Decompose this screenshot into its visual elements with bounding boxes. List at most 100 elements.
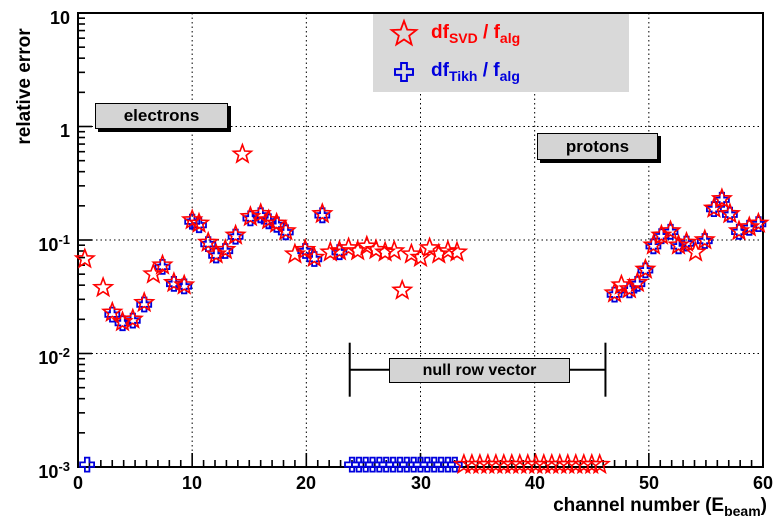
data-point-svd [224, 223, 247, 245]
data-point-svd [111, 310, 134, 332]
data-point-tikh [79, 456, 95, 473]
data-point-svd [588, 452, 612, 475]
data-point-svd [445, 240, 469, 262]
legend-cross-marker [394, 62, 414, 82]
legend-text: df [431, 22, 449, 44]
x-tick-label: 10 [181, 473, 203, 493]
legend-sub: alg [499, 29, 521, 46]
y-tick-base: 1 [59, 121, 70, 141]
data-point-svd [747, 211, 770, 233]
y-tick-label: 10 [6, 2, 70, 29]
data-point-tikh [104, 306, 121, 323]
electrons-label-box: electrons [95, 103, 228, 129]
data-point-svd [151, 253, 174, 275]
data-point-svd [73, 247, 97, 269]
legend-sub: Tikh [448, 67, 478, 84]
data-point-svd [618, 277, 641, 299]
data-point-svd [373, 240, 397, 262]
legend-sub: alg [499, 67, 520, 84]
data-point-svd [675, 230, 698, 253]
data-point-svd [427, 242, 450, 264]
legend-label-svd: dfSVD / falg [431, 22, 520, 46]
legend-sub: SVD [448, 29, 478, 46]
data-point-svd [659, 219, 682, 241]
data-point-svd [311, 202, 334, 224]
data-point-svd [400, 242, 423, 264]
y-tick-base: 10 [38, 235, 59, 255]
open-cross-icon [394, 62, 414, 82]
open-star-icon [389, 18, 419, 47]
x-tick-label: 40 [524, 473, 546, 493]
data-point-svd [187, 211, 211, 233]
y-tick-exp: -3 [58, 459, 70, 474]
x-tick-label: 30 [410, 473, 432, 493]
data-point-svd [383, 239, 406, 261]
data-point-svd [180, 208, 204, 230]
legend-star-marker [389, 18, 419, 47]
data-point-svd [418, 236, 441, 258]
data-point-svd [196, 230, 220, 253]
null-row-vector-label-box: null row vector [389, 358, 570, 383]
data-point-svd [133, 290, 156, 313]
x-axis-title: channel number (Ebeam) [553, 495, 767, 519]
y-tick-label: 1 [6, 115, 70, 142]
data-point-svd [693, 228, 716, 250]
data-point-svd [642, 233, 665, 255]
y-tick-base: 10 [49, 8, 70, 28]
y-tick-base: 10 [38, 462, 59, 482]
legend-item-svd: dfSVD / falg [373, 15, 629, 53]
data-point-svd [294, 238, 317, 260]
data-point-svd [162, 270, 186, 293]
legend-text: / f [477, 60, 500, 82]
data-point-svd [702, 196, 726, 218]
data-point-svd [319, 240, 342, 262]
y-tick-exp: -2 [58, 345, 70, 360]
data-point-svd [346, 239, 369, 261]
data-point-svd [684, 240, 707, 262]
data-point-svd [718, 202, 742, 224]
data-point-svd [231, 142, 254, 164]
legend-label-tikh: dfTikh / falg [431, 60, 520, 84]
legend-item-tikh: dfTikh / falg [373, 53, 629, 91]
y-tick-label: 10-2 [6, 342, 70, 369]
legend: dfSVD / falg dfTikh / falg [373, 14, 629, 92]
legend-text: / f [477, 22, 500, 44]
x-tick-label: 60 [752, 473, 774, 493]
y-tick-label: 10-1 [6, 229, 70, 256]
data-point-svd [142, 262, 165, 284]
legend-text: df [431, 60, 449, 82]
data-point-svd [710, 187, 734, 209]
x-axis-title-text: channel number (E [553, 495, 725, 516]
x-axis-title-subscript: beam [724, 502, 761, 519]
data-point-svd [391, 278, 414, 300]
data-point-svd [172, 273, 196, 295]
data-point-svd [626, 271, 649, 293]
data-point-svd [667, 233, 690, 255]
data-point-svd [213, 238, 237, 260]
data-point-svd [204, 242, 228, 264]
data-point-svd [364, 238, 388, 260]
data-point-svd [121, 307, 144, 329]
y-tick-base: 10 [38, 348, 59, 368]
data-point-svd [328, 239, 351, 261]
data-point-svd [274, 219, 297, 241]
data-point-svd [303, 245, 326, 268]
data-point-svd [355, 234, 379, 256]
data-point-svd [738, 215, 761, 237]
data-point-svd [634, 257, 657, 280]
y-tick-label: 10-3 [6, 456, 70, 483]
data-point-svd [101, 300, 124, 322]
x-tick-label: 50 [638, 473, 660, 493]
y-tick-exp: -1 [58, 232, 70, 247]
x-tick-label: 20 [295, 473, 317, 493]
x-axis-title-close: ) [760, 495, 767, 516]
protons-label-box: protons [537, 133, 658, 160]
data-point-svd [337, 236, 360, 258]
data-point-svd [239, 205, 262, 227]
data-point-svd [580, 452, 604, 475]
data-point-svd [91, 275, 115, 298]
x-tick-label: 0 [72, 473, 83, 493]
data-point-svd [650, 223, 673, 245]
